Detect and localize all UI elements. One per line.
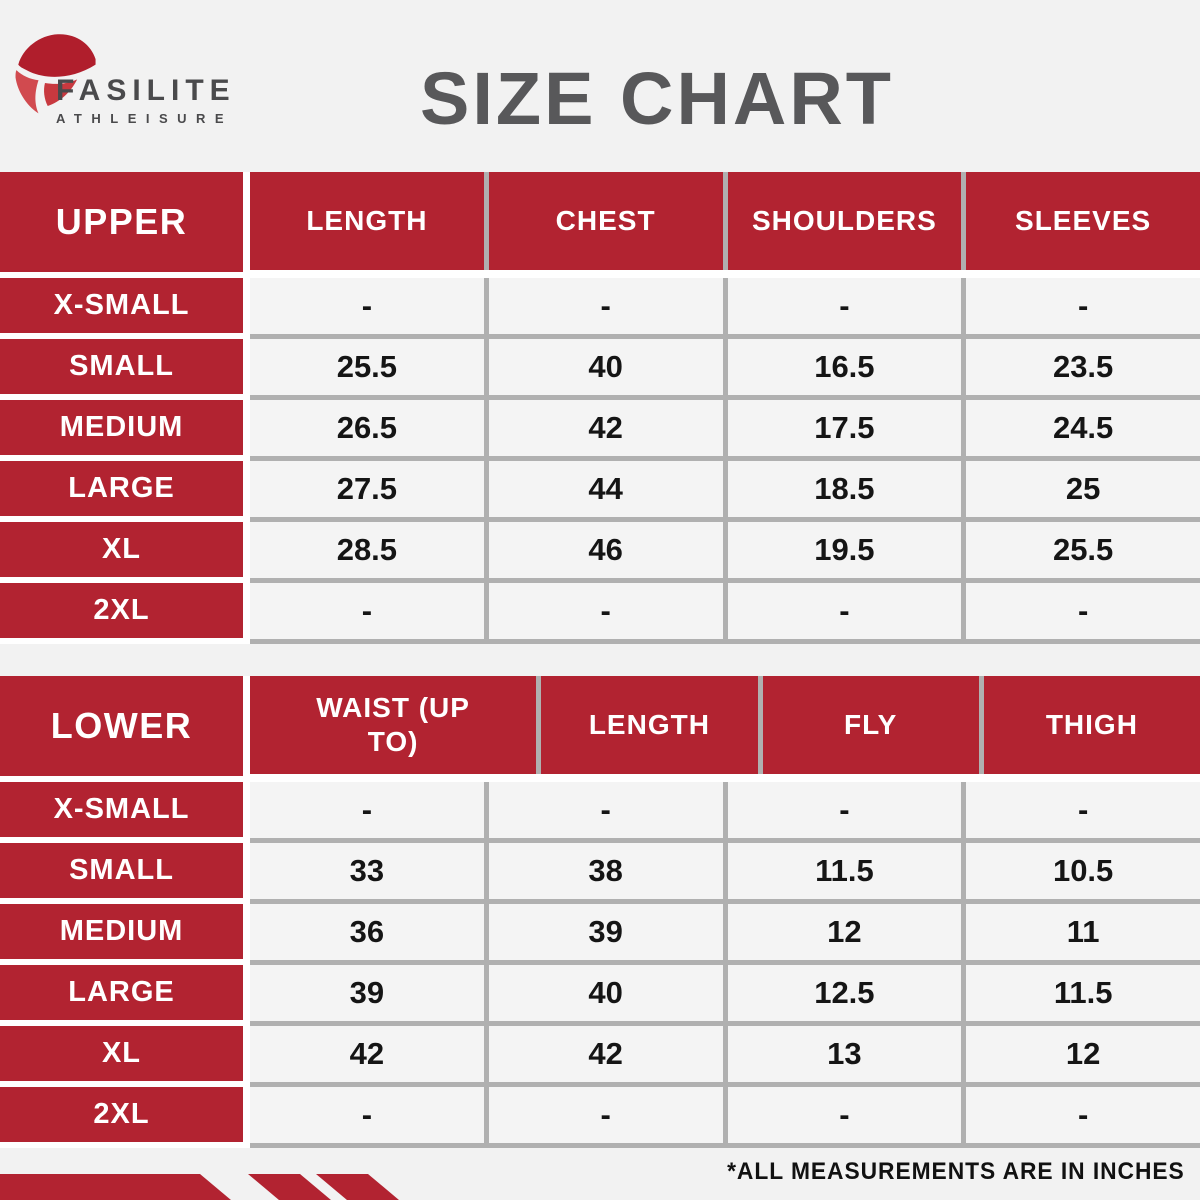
size-row-label: X-SMALL [0,278,243,339]
footer-diagonal-stripe [316,1174,399,1200]
measurement-cell: - [250,278,484,334]
measurement-cell: 42 [483,1026,723,1082]
fasilite-swoosh-icon [15,34,96,114]
size-row-label: SMALL [0,843,243,904]
size-row-label: LARGE [0,461,243,522]
measurement-cell: 11 [961,904,1200,960]
measurement-cell: 24.5 [961,400,1200,456]
measurement-cell: 11.5 [722,843,962,899]
column-header-cell: SHOULDERS [722,172,962,270]
table-header-row: LOWER WAIST (UP TO) LENGTH FLY THIGH [0,676,1200,782]
measurement-cell: 23.5 [961,339,1200,395]
measurement-cell: 13 [722,1026,962,1082]
table-row: SMALL 33 38 11.5 10.5 [0,843,1200,904]
table-row: SMALL 25.5 40 16.5 23.5 [0,339,1200,400]
measurement-cell: - [483,1087,723,1143]
measurement-cell: 12.5 [722,965,962,1021]
measurement-cell: 26.5 [250,400,484,456]
size-row-label: SMALL [0,339,243,400]
measurement-cell: 11.5 [961,965,1200,1021]
column-header-cell: THIGH [978,676,1200,774]
table-row: 2XL - - - - [0,583,1200,644]
measurement-cell: 39 [250,965,484,1021]
measurement-cell: - [961,1087,1200,1143]
brand-tagline: ATHLEISURE [56,111,234,126]
measurement-cell: - [483,278,723,334]
column-header-cell: SLEEVES [961,172,1200,270]
measurements-footnote: *ALL MEASUREMENTS ARE IN INCHES [727,1158,1185,1185]
brand-logo: FASILITE ATHLEISURE [10,24,236,125]
measurement-cell: - [961,782,1200,838]
measurement-cell: - [722,782,962,838]
measurement-cell: - [250,1087,484,1143]
measurement-cell: 17.5 [722,400,962,456]
measurement-cell: - [250,583,484,639]
table-row: X-SMALL - - - - [0,278,1200,339]
lower-size-table: LOWER WAIST (UP TO) LENGTH FLY THIGH X-S… [0,676,1200,1148]
table-row: 2XL - - - - [0,1087,1200,1148]
column-header-cell: FLY [757,676,979,774]
measurement-cell: 12 [961,1026,1200,1082]
brand-text: FASILITE ATHLEISURE [56,24,236,126]
table-row: XL 28.5 46 19.5 25.5 [0,522,1200,583]
measurement-cell: 27.5 [250,461,484,517]
table-row: MEDIUM 36 39 12 11 [0,904,1200,965]
measurement-cell: 39 [483,904,723,960]
measurement-cell: - [961,278,1200,334]
table-title-cell: LOWER [0,676,243,782]
size-row-label: MEDIUM [0,904,243,965]
size-row-label: X-SMALL [0,782,243,843]
measurement-cell: 25 [961,461,1200,517]
measurement-cell: - [961,583,1200,639]
measurement-cell: 44 [483,461,723,517]
measurement-cell: - [722,1087,962,1143]
measurement-cell: - [483,583,723,639]
measurement-cell: 38 [483,843,723,899]
column-header-cell: LENGTH [250,172,484,270]
table-row: MEDIUM 26.5 42 17.5 24.5 [0,400,1200,461]
size-row-label: MEDIUM [0,400,243,461]
measurement-cell: 12 [722,904,962,960]
table-row: LARGE 27.5 44 18.5 25 [0,461,1200,522]
table-row: X-SMALL - - - - [0,782,1200,843]
size-row-label: LARGE [0,965,243,1026]
table-header-row: UPPER LENGTH CHEST SHOULDERS SLEEVES [0,172,1200,278]
measurement-cell: 18.5 [722,461,962,517]
measurement-cell: 40 [483,965,723,1021]
brand-name: FASILITE [56,74,236,107]
measurement-cell: 25.5 [961,522,1200,578]
measurement-cell: 42 [250,1026,484,1082]
measurement-cell: 42 [483,400,723,456]
measurement-cell: - [722,278,962,334]
column-header-cell: CHEST [483,172,723,270]
measurement-cell: - [722,583,962,639]
measurement-cell: 25.5 [250,339,484,395]
column-header-cell: WAIST (UP TO) [250,676,537,774]
measurement-cell: 16.5 [722,339,962,395]
measurement-cell: 40 [483,339,723,395]
measurement-cell: 28.5 [250,522,484,578]
table-title-cell: UPPER [0,172,243,278]
table-spacer [0,644,1200,676]
measurement-cell: 46 [483,522,723,578]
table-row: LARGE 39 40 12.5 11.5 [0,965,1200,1026]
size-row-label: 2XL [0,583,243,644]
measurement-cell: 36 [250,904,484,960]
page-header: FASILITE ATHLEISURE SIZE CHART [0,0,1200,172]
measurement-cell: - [250,782,484,838]
size-row-label: XL [0,1026,243,1087]
table-row: XL 42 42 13 12 [0,1026,1200,1087]
footer-diagonal-stripe [248,1174,331,1200]
measurement-cell: 10.5 [961,843,1200,899]
size-row-label: 2XL [0,1087,243,1148]
size-row-label: XL [0,522,243,583]
measurement-cell: 33 [250,843,484,899]
measurement-cell: - [483,782,723,838]
page-title: SIZE CHART [420,57,894,140]
measurement-cell: 19.5 [722,522,962,578]
column-header-cell: LENGTH [536,676,758,774]
upper-size-table: UPPER LENGTH CHEST SHOULDERS SLEEVES X-S… [0,172,1200,644]
footer-solid-bar [0,1174,231,1200]
